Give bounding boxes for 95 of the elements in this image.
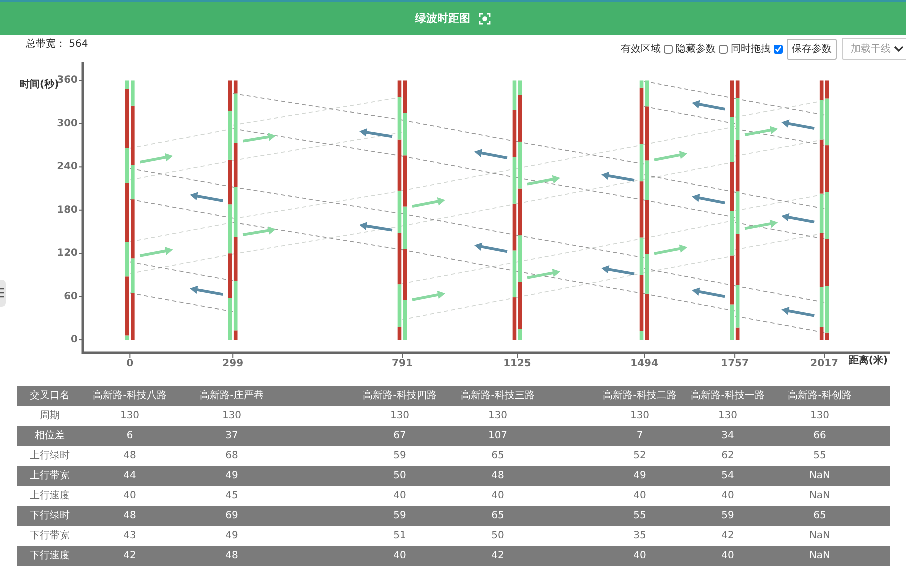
text: 62 xyxy=(722,450,734,462)
x-axis-title: 距离(米) xyxy=(848,354,888,366)
y-tick-label: 300 xyxy=(57,118,78,130)
text: NaN xyxy=(809,530,831,542)
text: 55 xyxy=(814,450,826,462)
text: 42 xyxy=(722,530,734,542)
text: 51 xyxy=(394,530,406,542)
category-label: 高新路-庄严巷 xyxy=(200,390,264,402)
button: 保存参数 xyxy=(787,38,837,60)
text: 59 xyxy=(394,450,406,462)
text: 49 xyxy=(226,470,238,482)
text: NaN xyxy=(809,490,831,502)
text: 49 xyxy=(226,530,238,542)
y-tick-label: 240 xyxy=(57,162,78,173)
x-tick-label: 1125 xyxy=(504,358,532,370)
y-tick-label: 180 xyxy=(57,204,78,216)
text: 66 xyxy=(814,430,826,442)
text: 68 xyxy=(226,450,238,462)
text: 同时拖拽 xyxy=(731,42,771,56)
text: 130 xyxy=(222,410,242,422)
text: 52 xyxy=(634,450,646,462)
text: 40 xyxy=(722,550,734,562)
x-tick-label: 299 xyxy=(222,358,244,370)
text: 42 xyxy=(124,550,136,562)
category-label: 相位差 xyxy=(35,430,65,442)
y-axis-title: 时间(秒) xyxy=(20,78,60,90)
x-tick-label: 1494 xyxy=(630,358,658,370)
text: 隐藏参数 xyxy=(676,42,716,56)
category-label: 下行绿时 xyxy=(30,510,70,522)
text: 40 xyxy=(722,490,734,502)
text: 40 xyxy=(394,490,406,502)
chart-title: 绿波时距图 xyxy=(416,11,470,26)
text: 130 xyxy=(630,410,650,422)
select: 加载干线 xyxy=(842,38,906,60)
text: 有效区域 xyxy=(621,42,661,56)
category-label: 周期 xyxy=(40,410,60,422)
text: 34 xyxy=(722,430,734,442)
text: 45 xyxy=(226,490,238,502)
text: 40 xyxy=(634,550,646,562)
y-tick-label: 120 xyxy=(57,248,78,260)
text: 6 xyxy=(126,430,134,442)
text: 44 xyxy=(124,470,136,482)
text: 107 xyxy=(488,430,508,442)
x-tick-label: 1757 xyxy=(721,358,750,370)
text: 48 xyxy=(226,550,238,562)
text: 67 xyxy=(394,430,406,442)
text: NaN xyxy=(809,470,831,482)
text: NaN xyxy=(809,550,831,562)
text: 48 xyxy=(124,510,136,522)
text: 50 xyxy=(492,530,504,542)
y-tick-label: 0 xyxy=(71,334,78,346)
category-label: 高新路-科技四路 xyxy=(363,390,437,402)
category-label: 下行速度 xyxy=(30,550,70,562)
text: 130 xyxy=(718,410,738,422)
text: 7 xyxy=(636,430,644,442)
x-tick-label: 791 xyxy=(392,358,413,370)
text: 65 xyxy=(814,510,826,522)
text: 65 xyxy=(492,450,504,462)
y-tick-label: 60 xyxy=(64,291,78,302)
text: 40 xyxy=(394,550,406,562)
x-tick-label: 0 xyxy=(126,358,134,370)
y-tick-label: 360 xyxy=(57,75,78,86)
text: 65 xyxy=(492,510,504,522)
text: 35 xyxy=(634,530,646,542)
x-tick-label: 2017 xyxy=(810,358,839,370)
category-label: 上行绿时 xyxy=(30,450,70,462)
text: 40 xyxy=(124,490,136,502)
category-label: 高新路-科技二路 xyxy=(603,390,677,402)
category-label: 高新路-科技八路 xyxy=(93,390,167,402)
text: 50 xyxy=(394,470,406,482)
category-label: 上行速度 xyxy=(30,490,70,502)
text: 130 xyxy=(488,410,508,422)
category-label: 高新路-科技三路 xyxy=(461,390,535,402)
text: 55 xyxy=(634,510,646,522)
category-label: 上行带宽 xyxy=(30,470,70,482)
text: 交叉口名 xyxy=(30,390,70,402)
text: 59 xyxy=(394,510,406,522)
category-label: 下行带宽 xyxy=(30,530,70,542)
text: 49 xyxy=(634,470,646,482)
text: 48 xyxy=(124,450,136,462)
category-label: 高新路-科技一路 xyxy=(691,390,765,402)
text: 54 xyxy=(722,470,734,482)
text: 37 xyxy=(226,430,238,442)
text: 43 xyxy=(124,530,136,542)
text: 130 xyxy=(810,410,830,422)
text: 总带宽： 564 xyxy=(26,38,88,51)
category-label: 高新路-科创路 xyxy=(788,390,852,402)
text: 42 xyxy=(492,550,504,562)
text: 48 xyxy=(492,470,504,482)
text: 40 xyxy=(634,490,646,502)
text: 59 xyxy=(722,510,734,522)
text: 69 xyxy=(226,510,238,522)
text: 130 xyxy=(390,410,410,422)
text: 130 xyxy=(120,410,140,422)
text: 40 xyxy=(492,490,504,502)
